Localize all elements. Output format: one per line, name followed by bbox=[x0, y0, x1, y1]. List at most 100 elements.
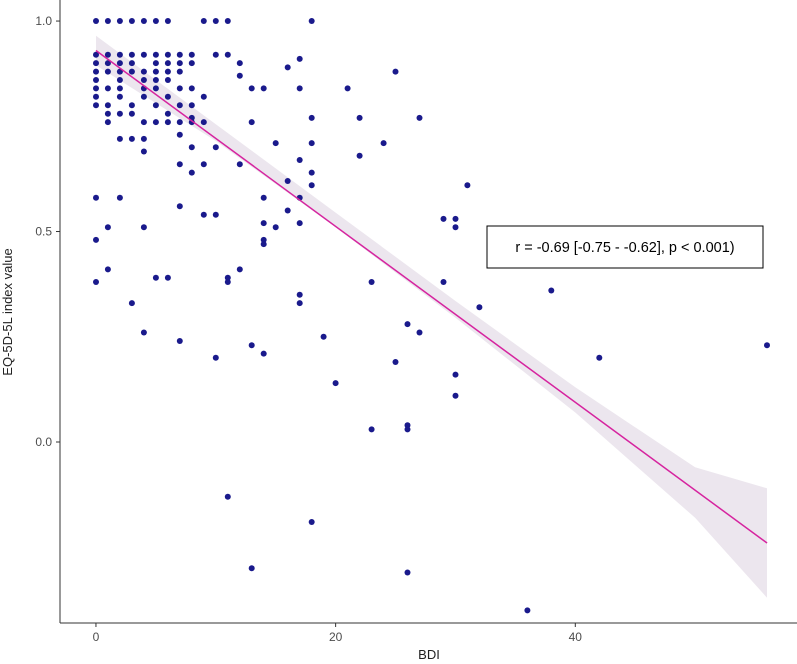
data-point bbox=[260, 350, 267, 357]
data-point bbox=[140, 329, 147, 336]
data-point bbox=[212, 211, 219, 218]
data-point bbox=[116, 18, 123, 24]
data-point bbox=[548, 287, 555, 294]
data-point bbox=[200, 119, 207, 126]
data-point bbox=[248, 119, 255, 126]
data-point bbox=[176, 85, 183, 92]
data-point bbox=[320, 333, 327, 340]
data-point bbox=[212, 18, 219, 24]
axes-layer: 0 20 40 0.0 0.5 1.0 bbox=[35, 0, 797, 644]
data-point bbox=[128, 18, 135, 24]
data-point bbox=[188, 60, 195, 67]
data-point bbox=[116, 85, 123, 92]
data-point bbox=[104, 110, 111, 117]
data-point bbox=[332, 380, 339, 387]
data-point bbox=[93, 51, 99, 58]
data-point bbox=[188, 169, 195, 176]
confidence-band-layer bbox=[96, 35, 767, 598]
data-point bbox=[140, 51, 147, 58]
data-point bbox=[416, 329, 423, 336]
annotation-box bbox=[486, 225, 764, 269]
y-tick-label: 0.5 bbox=[35, 225, 52, 239]
data-point bbox=[128, 102, 135, 109]
data-point bbox=[93, 102, 99, 109]
data-point bbox=[272, 140, 279, 147]
data-point bbox=[524, 607, 531, 614]
data-point bbox=[140, 77, 147, 83]
data-point bbox=[176, 68, 183, 75]
y-axis-title: EQ-5D-5L index value bbox=[0, 248, 15, 375]
data-point bbox=[164, 18, 171, 24]
data-point bbox=[392, 359, 399, 365]
annotation-layer: r = -0.69 [-0.75 - -0.62], p < 0.001) bbox=[486, 225, 764, 269]
data-point bbox=[224, 279, 231, 285]
data-point bbox=[164, 110, 171, 117]
data-point bbox=[140, 68, 147, 75]
data-point bbox=[344, 85, 351, 92]
data-point bbox=[236, 72, 243, 79]
data-point bbox=[176, 51, 183, 58]
data-point bbox=[116, 194, 123, 201]
data-point bbox=[296, 55, 303, 62]
data-point bbox=[93, 85, 99, 92]
data-point bbox=[164, 68, 171, 75]
data-point bbox=[140, 119, 147, 126]
data-point bbox=[212, 51, 219, 58]
data-point bbox=[93, 93, 99, 100]
data-point bbox=[596, 354, 603, 361]
data-point bbox=[152, 51, 159, 58]
data-point bbox=[188, 85, 195, 92]
data-point bbox=[368, 279, 375, 285]
data-point bbox=[260, 241, 267, 248]
data-point bbox=[116, 93, 123, 100]
data-point bbox=[356, 152, 363, 159]
data-point bbox=[200, 211, 207, 218]
data-point bbox=[152, 274, 159, 281]
data-point bbox=[224, 493, 231, 500]
data-point bbox=[260, 85, 267, 92]
data-point bbox=[176, 338, 183, 344]
data-point bbox=[164, 60, 171, 67]
data-point bbox=[308, 169, 315, 176]
data-point bbox=[284, 64, 291, 71]
confidence-band bbox=[96, 35, 767, 598]
data-point bbox=[140, 135, 147, 142]
data-point bbox=[308, 140, 315, 147]
data-point bbox=[200, 161, 207, 168]
data-point bbox=[260, 236, 267, 243]
data-point bbox=[176, 203, 183, 210]
data-point bbox=[308, 114, 315, 121]
data-point bbox=[260, 194, 267, 201]
data-point bbox=[248, 565, 255, 572]
x-tick-label: 0 bbox=[93, 630, 100, 644]
data-point bbox=[164, 93, 171, 100]
data-point bbox=[200, 93, 207, 100]
x-tick-label: 20 bbox=[329, 630, 343, 644]
data-point bbox=[224, 51, 231, 58]
data-point bbox=[164, 77, 171, 83]
data-point bbox=[248, 85, 255, 92]
data-point bbox=[104, 68, 111, 75]
data-point bbox=[152, 85, 159, 92]
data-point bbox=[272, 224, 279, 231]
data-point bbox=[476, 304, 483, 311]
data-point bbox=[116, 110, 123, 117]
data-point bbox=[104, 85, 111, 92]
data-point bbox=[93, 236, 99, 243]
points-layer bbox=[93, 18, 770, 614]
data-point bbox=[404, 426, 411, 433]
regression-line bbox=[95, 49, 768, 544]
data-point bbox=[392, 68, 399, 75]
data-point bbox=[296, 291, 303, 298]
data-point bbox=[284, 207, 291, 214]
data-point bbox=[308, 519, 315, 525]
data-point bbox=[248, 342, 255, 349]
data-point bbox=[128, 51, 135, 58]
data-point bbox=[93, 60, 99, 67]
data-point bbox=[164, 274, 171, 281]
data-point bbox=[152, 77, 159, 83]
data-point bbox=[140, 93, 147, 100]
data-point bbox=[93, 77, 99, 83]
data-point bbox=[104, 224, 111, 231]
data-point bbox=[380, 140, 387, 147]
